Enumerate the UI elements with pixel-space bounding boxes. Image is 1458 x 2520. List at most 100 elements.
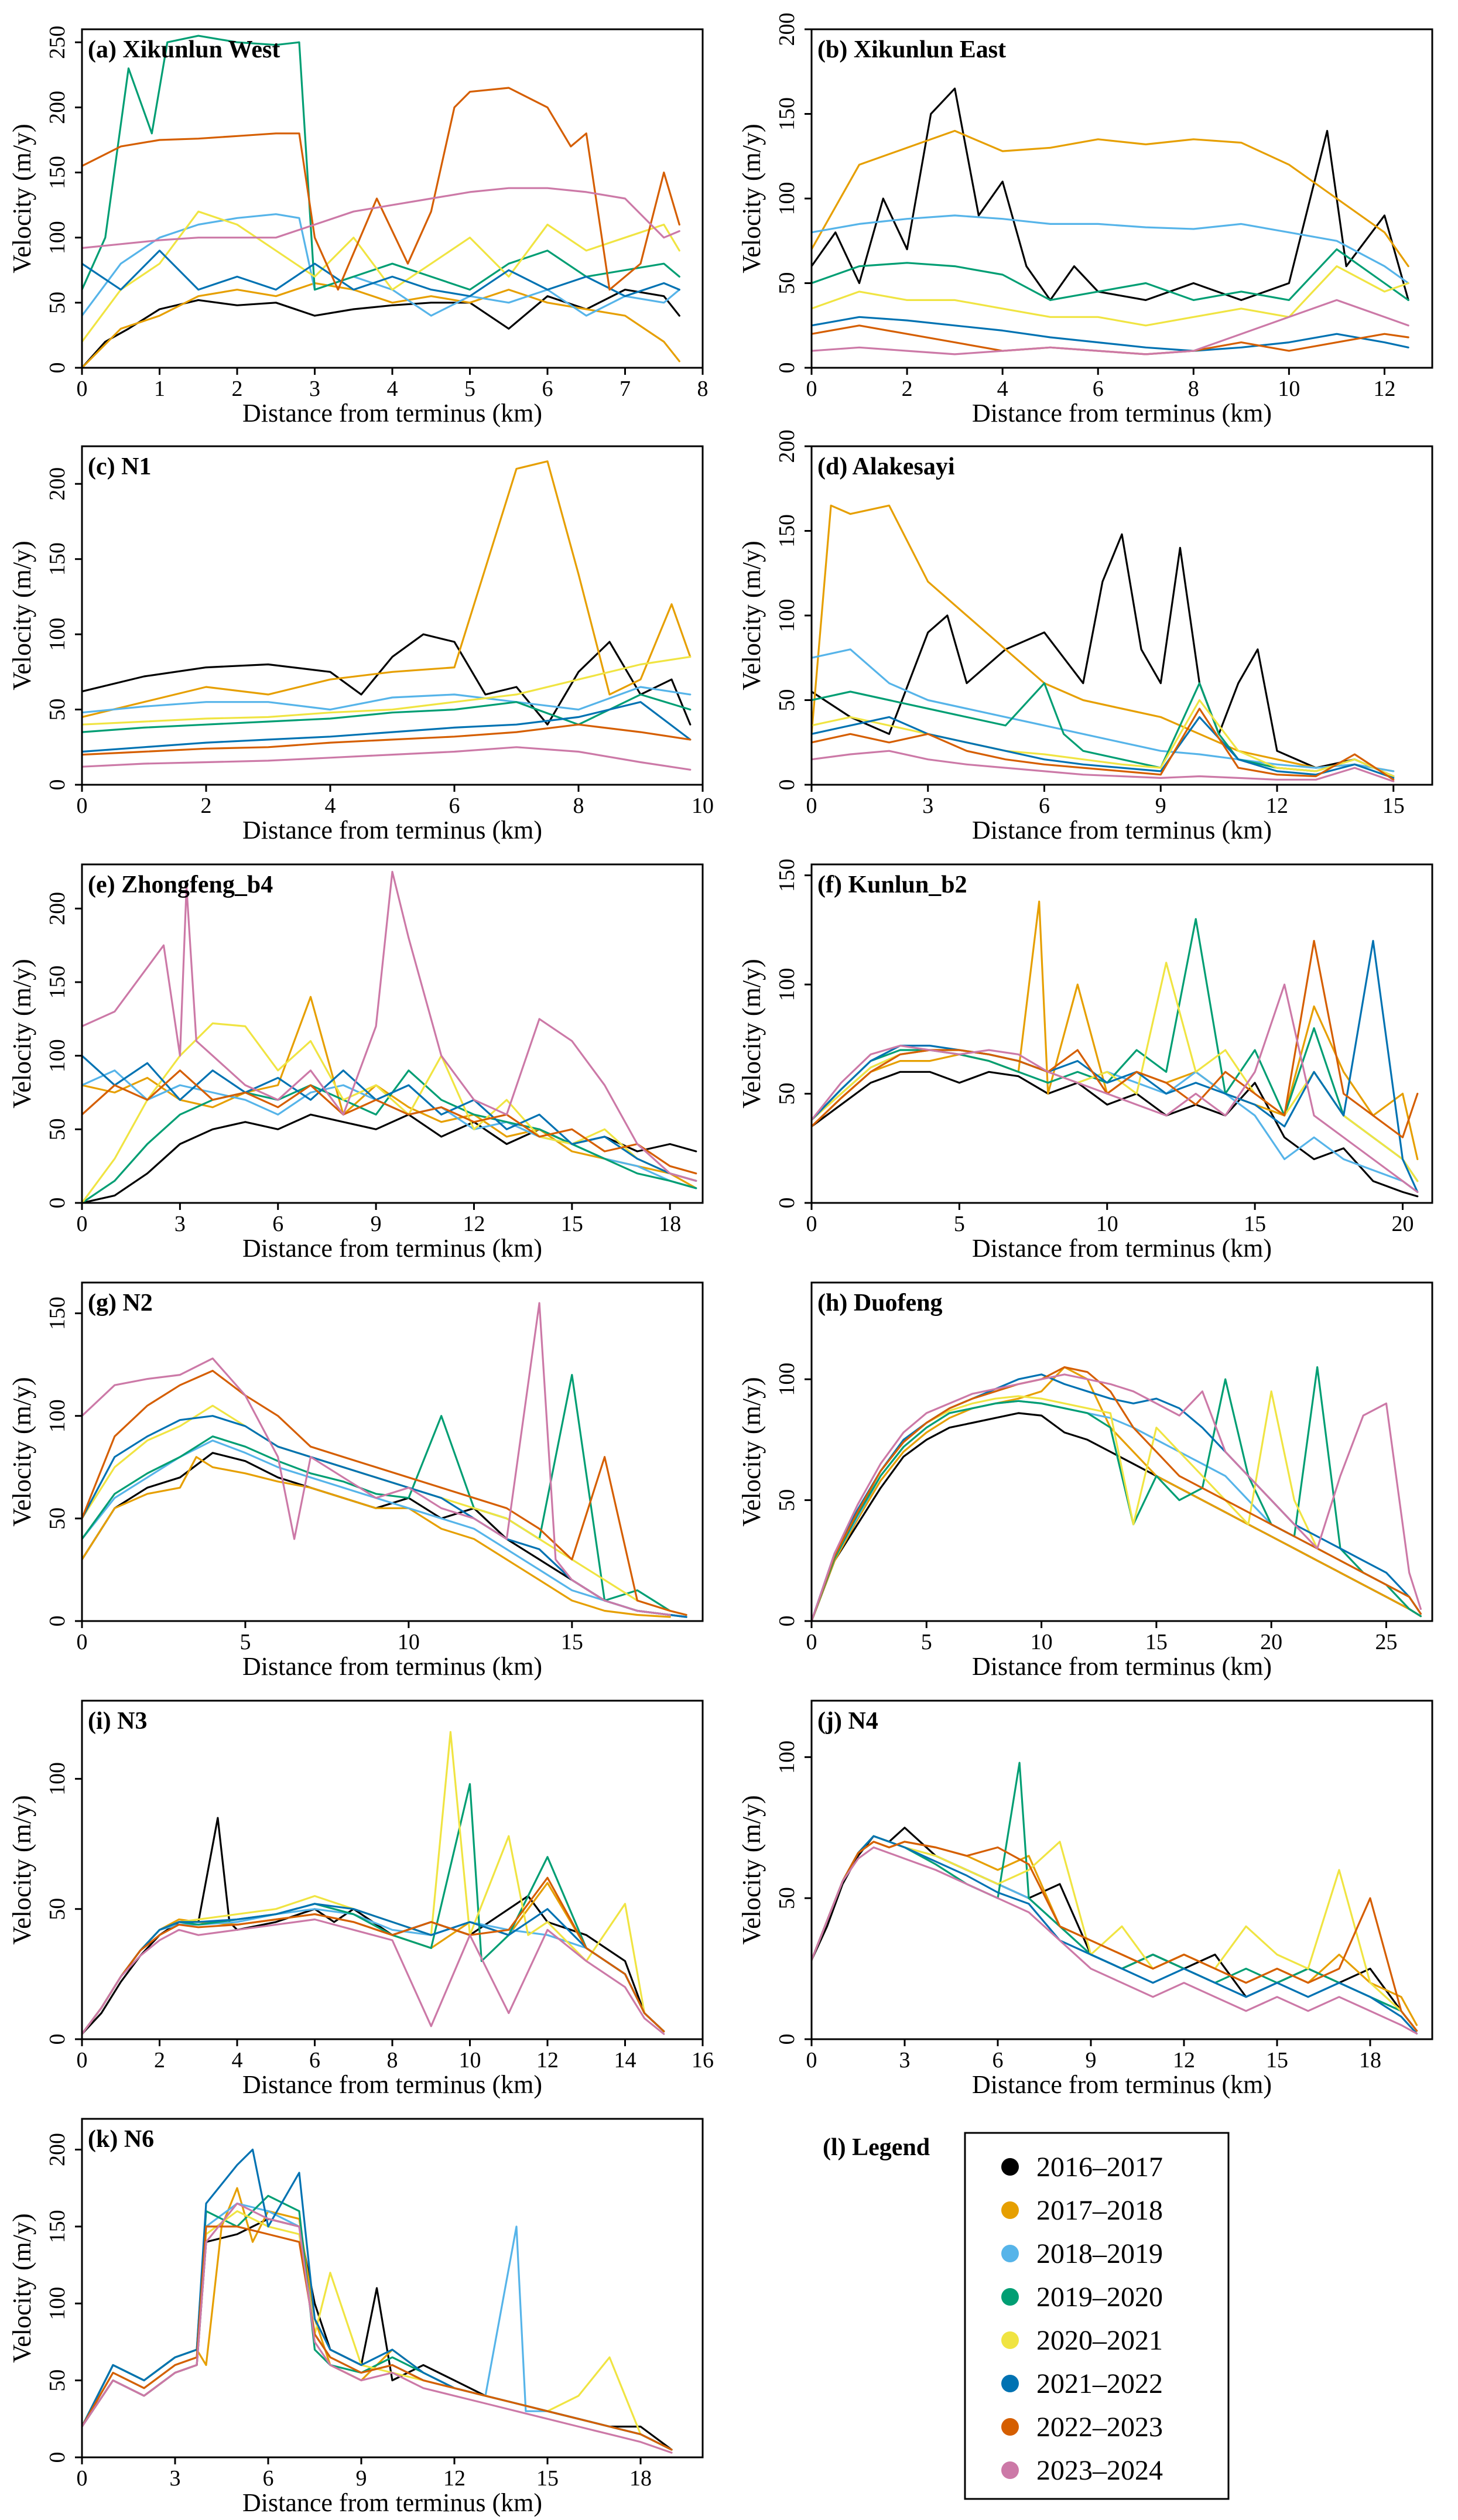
y-tick-label: 250 — [45, 26, 70, 59]
x-axis-title: Distance from terminus (km) — [972, 1652, 1272, 1681]
panel-a: 0 1 2 3 4 5 6 7 8 0 50 100 150 200 250 Distance from te… — [8, 26, 709, 428]
x-tick-label: 0 — [806, 2048, 817, 2073]
series-line-2017–2018 — [82, 996, 697, 1189]
series-line-2022–2023 — [82, 1876, 665, 2035]
x-tick-label: 10 — [398, 1630, 420, 1654]
series-line-2020–2021 — [82, 1731, 665, 2035]
x-tick-label: 16 — [692, 2048, 714, 2073]
x-tick-label: 0 — [806, 1630, 817, 1654]
series-line-2023–2024 — [812, 983, 1419, 1193]
y-tick-label: 200 — [45, 2133, 70, 2166]
panel-title: (a) Xikunlun West — [88, 36, 280, 63]
series-line-2022–2023 — [812, 939, 1419, 1138]
y-tick-label: 50 — [45, 292, 70, 314]
series-group — [82, 2148, 673, 2454]
y-tick-label: 150 — [45, 542, 70, 576]
series-group — [82, 871, 697, 1203]
plot-frame — [810, 445, 1433, 786]
x-tick-label: 0 — [806, 377, 817, 401]
y-tick-label: 100 — [45, 221, 70, 254]
series-line-2016–2017 — [82, 289, 680, 368]
series-line-2017–2018 — [812, 1366, 1422, 1621]
x-tick-label: 12 — [1266, 794, 1288, 818]
series-group — [812, 87, 1409, 355]
series-line-2020–2021 — [812, 699, 1395, 778]
series-line-2023–2024 — [82, 746, 692, 771]
series-line-2019–2020 — [82, 1783, 665, 2035]
series-line-2021–2022 — [82, 2148, 673, 2451]
legend-label: 2022–2023 — [1036, 2412, 1163, 2443]
series-line-2022–2023 — [82, 723, 692, 756]
legend-label: 2017–2018 — [1036, 2195, 1163, 2226]
x-tick-label: 18 — [659, 1212, 681, 1236]
y-tick-label: 50 — [775, 1083, 799, 1105]
x-tick-label: 4 — [232, 2048, 243, 2073]
x-tick-label: 20 — [1392, 1212, 1414, 1236]
series-group — [82, 460, 692, 771]
x-tick-label: 18 — [629, 2466, 652, 2491]
series-line-2019–2020 — [812, 1762, 1418, 2032]
panel-f: 0 5 10 15 20 0 50 100 150 Distance from terminus … — [737, 859, 1433, 1263]
series-line-2022–2023 — [82, 1370, 687, 1616]
y-tick-label: 150 — [775, 514, 799, 548]
y-axis-title: Velocity (m/y) — [737, 959, 766, 1108]
panel-title: (i) N3 — [88, 1708, 147, 1735]
legend-marker — [1001, 2201, 1019, 2219]
x-tick-label: 6 — [263, 2466, 274, 2491]
y-tick-label: 100 — [45, 1762, 70, 1796]
series-line-2021–2022 — [812, 716, 1395, 779]
y-tick-label: 50 — [45, 699, 70, 721]
panel-title: (h) Duofeng — [817, 1290, 943, 1317]
legend-marker — [1001, 2375, 1019, 2392]
x-axis-title: Distance from terminus (km) — [242, 399, 542, 428]
series-line-2021–2022 — [82, 1415, 687, 1618]
x-tick-label: 0 — [806, 794, 817, 818]
series-line-2021–2022 — [82, 1055, 697, 1182]
x-axis-title: Distance from terminus (km) — [972, 1234, 1272, 1263]
y-tick-label: 50 — [775, 272, 799, 295]
series-line-2017–2018 — [812, 129, 1409, 268]
y-tick-label: 100 — [45, 618, 70, 651]
plot-frame — [810, 863, 1433, 1204]
y-tick-label: 150 — [45, 156, 70, 189]
legend-label: 2020–2021 — [1036, 2325, 1163, 2356]
x-tick-label: 10 — [459, 2048, 481, 2073]
x-tick-label: 3 — [922, 794, 933, 818]
series-line-2017–2018 — [812, 900, 1419, 1160]
series-line-2018–2019 — [82, 686, 692, 714]
series-group — [82, 1302, 687, 1618]
series-line-2018–2019 — [82, 1439, 687, 1618]
series-line-2022–2023 — [812, 1366, 1422, 1621]
x-tick-label: 15 — [561, 1212, 583, 1236]
x-tick-label: 15 — [1266, 2048, 1288, 2073]
series-group — [812, 504, 1395, 782]
series-line-2020–2021 — [82, 1022, 697, 1203]
x-tick-label: 14 — [614, 2048, 636, 2073]
y-tick-label: 0 — [45, 2452, 70, 2463]
y-axis-title: Velocity (m/y) — [737, 1795, 766, 1944]
series-line-2017–2018 — [82, 460, 692, 718]
x-tick-label: 20 — [1260, 1630, 1282, 1654]
x-tick-label: 0 — [77, 377, 88, 401]
y-tick-label: 200 — [775, 430, 799, 463]
x-tick-label: 2 — [232, 377, 243, 401]
series-line-2022–2023 — [812, 1841, 1418, 2032]
series-line-2020–2021 — [812, 1835, 1418, 2032]
x-axis-title: Distance from terminus (km) — [242, 816, 542, 844]
panel-title: (g) N2 — [88, 1290, 153, 1317]
plot-frame — [81, 1700, 704, 2040]
series-line-2019–2020 — [82, 2194, 673, 2451]
panel-title: (j) N4 — [817, 1708, 878, 1735]
plot-frame — [810, 28, 1433, 369]
series-line-2016–2017 — [82, 2218, 673, 2451]
x-axis-title: Distance from terminus (km) — [242, 2488, 542, 2517]
series-line-2019–2020 — [812, 918, 1419, 1182]
x-tick-label: 3 — [174, 1212, 186, 1236]
x-tick-label: 15 — [1145, 1630, 1168, 1654]
y-tick-label: 0 — [775, 363, 799, 374]
x-tick-label: 6 — [309, 2048, 320, 2073]
series-line-2018–2019 — [82, 2202, 673, 2451]
x-tick-label: 6 — [992, 2048, 1004, 2073]
y-tick-label: 0 — [45, 2034, 70, 2045]
